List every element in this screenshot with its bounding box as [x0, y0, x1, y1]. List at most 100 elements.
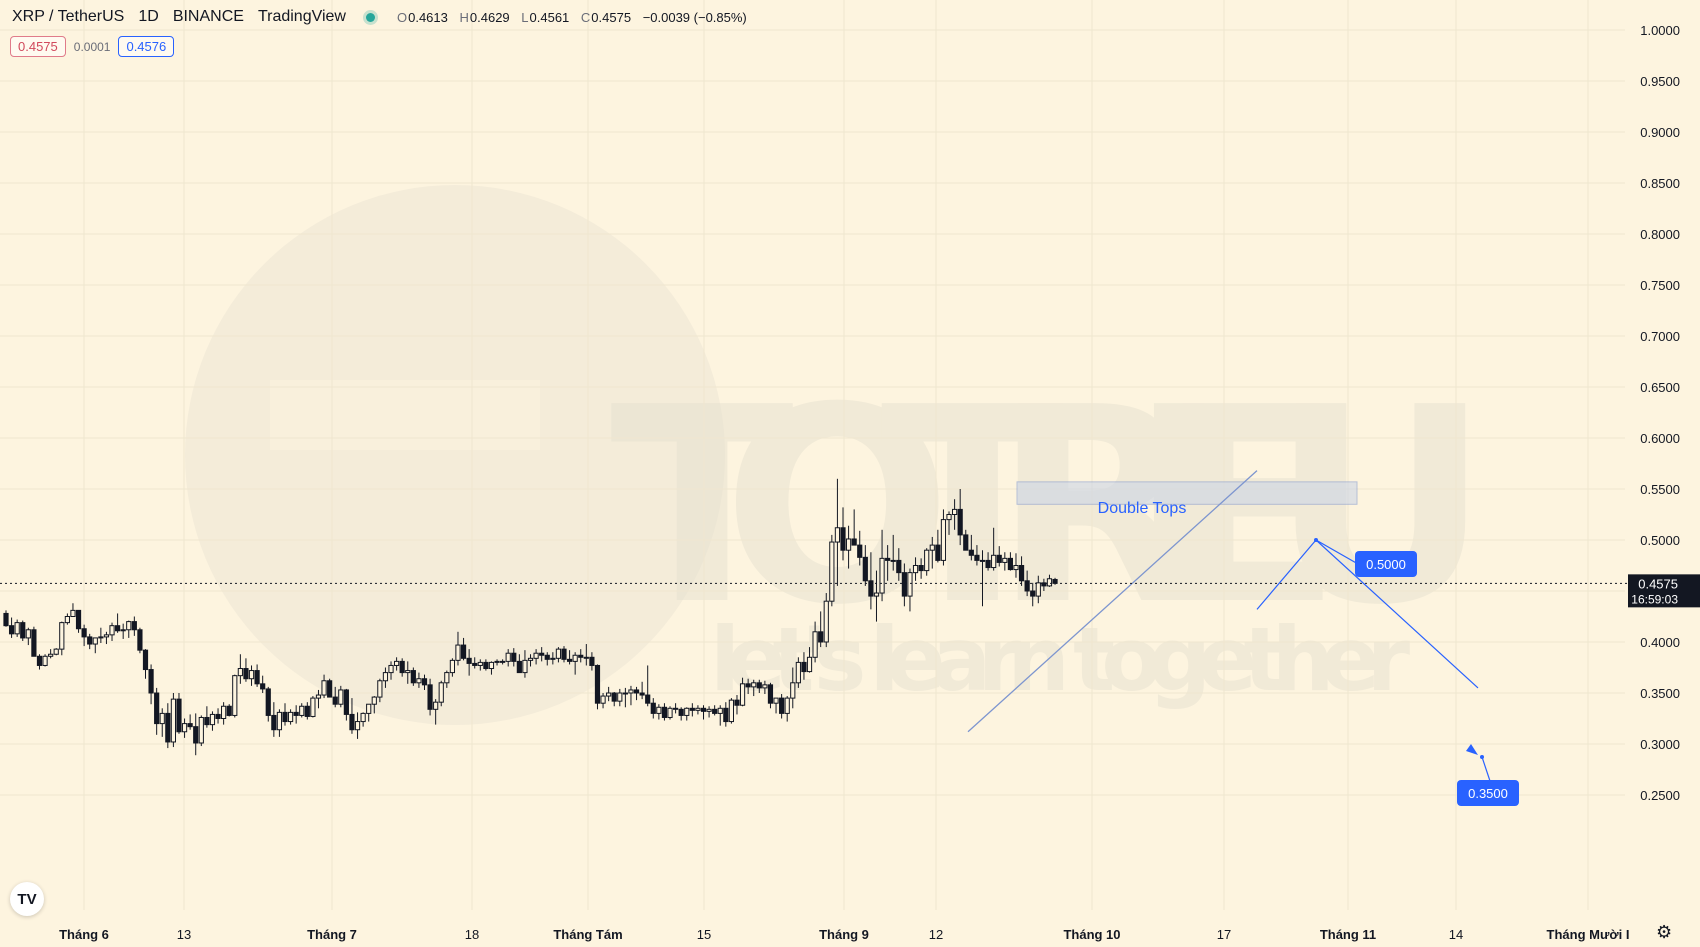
candle-body[interactable]	[98, 636, 104, 639]
candle-body[interactable]	[516, 660, 522, 674]
candle-body[interactable]	[394, 660, 400, 666]
candle-body[interactable]	[14, 622, 20, 635]
candle-body[interactable]	[790, 682, 796, 699]
candle-body[interactable]	[488, 661, 495, 670]
candle-body[interactable]	[388, 664, 394, 674]
candle-body[interactable]	[382, 672, 389, 682]
candle-body[interactable]	[589, 656, 595, 666]
candle-body[interactable]	[673, 707, 679, 710]
candle-body[interactable]	[1024, 580, 1030, 592]
candle-body[interactable]	[142, 649, 149, 671]
candle-body[interactable]	[935, 544, 941, 561]
candle-body[interactable]	[416, 678, 422, 684]
candle-body[interactable]	[544, 654, 550, 660]
candle-body[interactable]	[444, 672, 450, 684]
candle-body[interactable]	[265, 688, 271, 716]
last-price-tag[interactable]	[1628, 574, 1700, 608]
target-high-badge[interactable]	[1355, 551, 1417, 577]
candle-body[interactable]	[890, 559, 896, 562]
candle-body[interactable]	[81, 628, 87, 638]
candle-body[interactable]	[477, 661, 483, 666]
candle-body[interactable]	[421, 678, 428, 686]
candle-body[interactable]	[282, 711, 288, 723]
candle-body[interactable]	[539, 652, 545, 656]
candle-body[interactable]	[226, 705, 232, 716]
candle-body[interactable]	[773, 697, 779, 704]
candle-body[interactable]	[1030, 590, 1036, 597]
candle-body[interactable]	[92, 637, 98, 645]
candle-body[interactable]	[126, 621, 132, 631]
candle-body[interactable]	[248, 670, 255, 680]
candle-body[interactable]	[550, 657, 556, 660]
candle-body[interactable]	[751, 682, 757, 688]
candle-body[interactable]	[829, 541, 835, 602]
candle-body[interactable]	[918, 565, 924, 572]
candle-body[interactable]	[862, 556, 868, 582]
candle-body[interactable]	[594, 664, 601, 704]
candle-body[interactable]	[885, 557, 891, 561]
candle-body[interactable]	[332, 696, 338, 705]
candle-body[interactable]	[221, 705, 227, 720]
candle-body[interactable]	[293, 711, 299, 716]
candle-body[interactable]	[120, 629, 126, 632]
candle-body[interactable]	[896, 559, 902, 574]
candle-body[interactable]	[974, 554, 980, 561]
candle-body[interactable]	[767, 684, 774, 704]
candle-body[interactable]	[572, 654, 578, 662]
candle-body[interactable]	[929, 544, 935, 551]
candle-body[interactable]	[1002, 557, 1008, 563]
candle-body[interactable]	[399, 660, 405, 674]
candle-body[interactable]	[924, 549, 930, 572]
candle-body[interactable]	[723, 707, 729, 723]
candle-body[interactable]	[209, 713, 216, 726]
candle-body[interactable]	[996, 554, 1002, 563]
candle-body[interactable]	[985, 559, 991, 569]
candle-body[interactable]	[165, 712, 171, 743]
candle-body[interactable]	[472, 662, 478, 666]
candle-body[interactable]	[622, 692, 628, 695]
candle-body[interactable]	[1013, 565, 1019, 571]
candle-body[interactable]	[795, 661, 801, 684]
candle-body[interactable]	[527, 657, 534, 661]
candle-body[interactable]	[70, 609, 76, 618]
candle-body[interactable]	[700, 707, 707, 712]
candle-body[interactable]	[879, 557, 885, 594]
candle-body[interactable]	[1007, 557, 1013, 571]
candle-body[interactable]	[667, 707, 673, 718]
candle-body[interactable]	[661, 706, 668, 718]
candle-body[interactable]	[834, 527, 841, 543]
candle-body[interactable]	[254, 670, 260, 685]
candle-body[interactable]	[433, 701, 439, 710]
candle-body[interactable]	[611, 692, 617, 702]
candle-body[interactable]	[1035, 582, 1041, 597]
candle-body[interactable]	[979, 559, 986, 562]
candle-body[interactable]	[650, 702, 656, 714]
candle-body[interactable]	[427, 684, 433, 710]
resistance-zone[interactable]	[1016, 481, 1358, 505]
candle-body[interactable]	[271, 714, 277, 731]
candle-body[interactable]	[304, 705, 310, 717]
candle-body[interactable]	[466, 657, 472, 664]
candle-body[interactable]	[48, 653, 54, 657]
candle-body[interactable]	[170, 698, 177, 743]
candle-body[interactable]	[907, 572, 913, 597]
candle-body[interactable]	[823, 600, 829, 643]
candle-body[interactable]	[371, 696, 377, 705]
candle-body[interactable]	[946, 514, 952, 521]
candle-body[interactable]	[310, 697, 316, 717]
candle-body[interactable]	[338, 689, 344, 705]
candle-body[interactable]	[215, 713, 221, 719]
candle-body[interactable]	[606, 692, 612, 697]
candle-body[interactable]	[460, 644, 467, 659]
candle-body[interactable]	[25, 629, 31, 639]
candle-body[interactable]	[689, 707, 695, 711]
candle-body[interactable]	[695, 707, 701, 711]
candle-body[interactable]	[315, 694, 322, 699]
candle-body[interactable]	[8, 625, 15, 635]
candle-body[interactable]	[957, 508, 963, 536]
candle-body[interactable]	[377, 680, 383, 698]
candle-body[interactable]	[483, 661, 489, 670]
candle-body[interactable]	[633, 689, 640, 694]
candle-body[interactable]	[1041, 582, 1047, 587]
